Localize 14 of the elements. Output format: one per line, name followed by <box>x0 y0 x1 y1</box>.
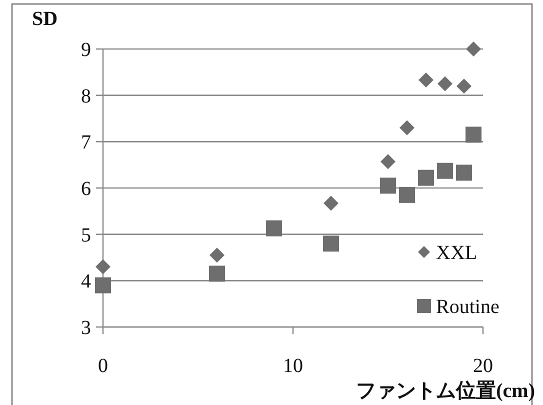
ytick: 5 <box>81 224 91 246</box>
xlabel: ファントム位置(cm) <box>356 380 535 402</box>
xtick: 20 <box>473 355 493 377</box>
ylabel: SD <box>32 8 58 30</box>
legend: Routine <box>436 296 500 318</box>
ytick: 9 <box>81 39 91 61</box>
ytick: 4 <box>81 270 91 293</box>
xtick: 10 <box>283 355 303 377</box>
xtick: 0 <box>98 355 108 377</box>
ytick: 3 <box>81 317 91 339</box>
ytick: 6 <box>81 178 91 200</box>
legend: XXL <box>436 242 478 264</box>
ytick: 8 <box>81 85 91 108</box>
ytick: 7 <box>81 132 91 154</box>
